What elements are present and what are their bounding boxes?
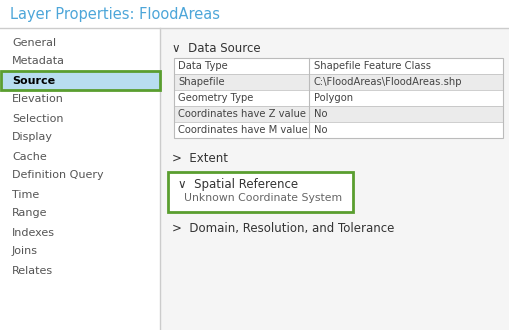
- Bar: [174, 90, 503, 106]
- Bar: [174, 74, 503, 90]
- Text: ∨  Data Source: ∨ Data Source: [172, 42, 261, 55]
- Text: Display: Display: [12, 133, 53, 143]
- Text: Cache: Cache: [12, 151, 47, 161]
- Text: Metadata: Metadata: [12, 56, 65, 67]
- Text: Data Type: Data Type: [178, 61, 228, 71]
- Text: Polygon: Polygon: [314, 93, 353, 103]
- Text: Unknown Coordinate System: Unknown Coordinate System: [184, 193, 342, 203]
- Bar: [174, 58, 503, 138]
- Bar: [160, 28, 509, 330]
- Text: C:\FloodAreas\FloodAreas.shp: C:\FloodAreas\FloodAreas.shp: [314, 77, 463, 87]
- Text: No: No: [314, 109, 327, 119]
- Text: Coordinates have Z value: Coordinates have Z value: [178, 109, 306, 119]
- Bar: [174, 106, 503, 122]
- Text: Coordinates have M value: Coordinates have M value: [178, 125, 308, 135]
- Text: Selection: Selection: [12, 114, 64, 123]
- Text: Geometry Type: Geometry Type: [178, 93, 253, 103]
- Text: Range: Range: [12, 209, 47, 218]
- Bar: [1, 71, 160, 90]
- Text: Shapefile Feature Class: Shapefile Feature Class: [314, 61, 431, 71]
- Bar: [1, 71, 160, 90]
- Text: Elevation: Elevation: [12, 94, 64, 105]
- Text: General: General: [12, 38, 56, 48]
- Text: Indexes: Indexes: [12, 227, 55, 238]
- Text: Shapefile: Shapefile: [178, 77, 224, 87]
- Text: >  Domain, Resolution, and Tolerance: > Domain, Resolution, and Tolerance: [172, 222, 394, 235]
- Text: Source: Source: [12, 76, 55, 85]
- Text: Layer Properties: FloodAreas: Layer Properties: FloodAreas: [10, 7, 220, 21]
- Bar: [0, 28, 160, 330]
- Bar: [168, 172, 353, 212]
- Bar: [174, 122, 503, 138]
- Bar: [174, 58, 503, 74]
- Text: >  Extent: > Extent: [172, 152, 228, 165]
- Text: No: No: [314, 125, 327, 135]
- Text: Definition Query: Definition Query: [12, 171, 104, 181]
- Text: Time: Time: [12, 189, 39, 200]
- Text: Joins: Joins: [12, 247, 38, 256]
- Text: ∨  Spatial Reference: ∨ Spatial Reference: [178, 178, 298, 191]
- Bar: [0, 0, 509, 28]
- Text: Relates: Relates: [12, 266, 53, 276]
